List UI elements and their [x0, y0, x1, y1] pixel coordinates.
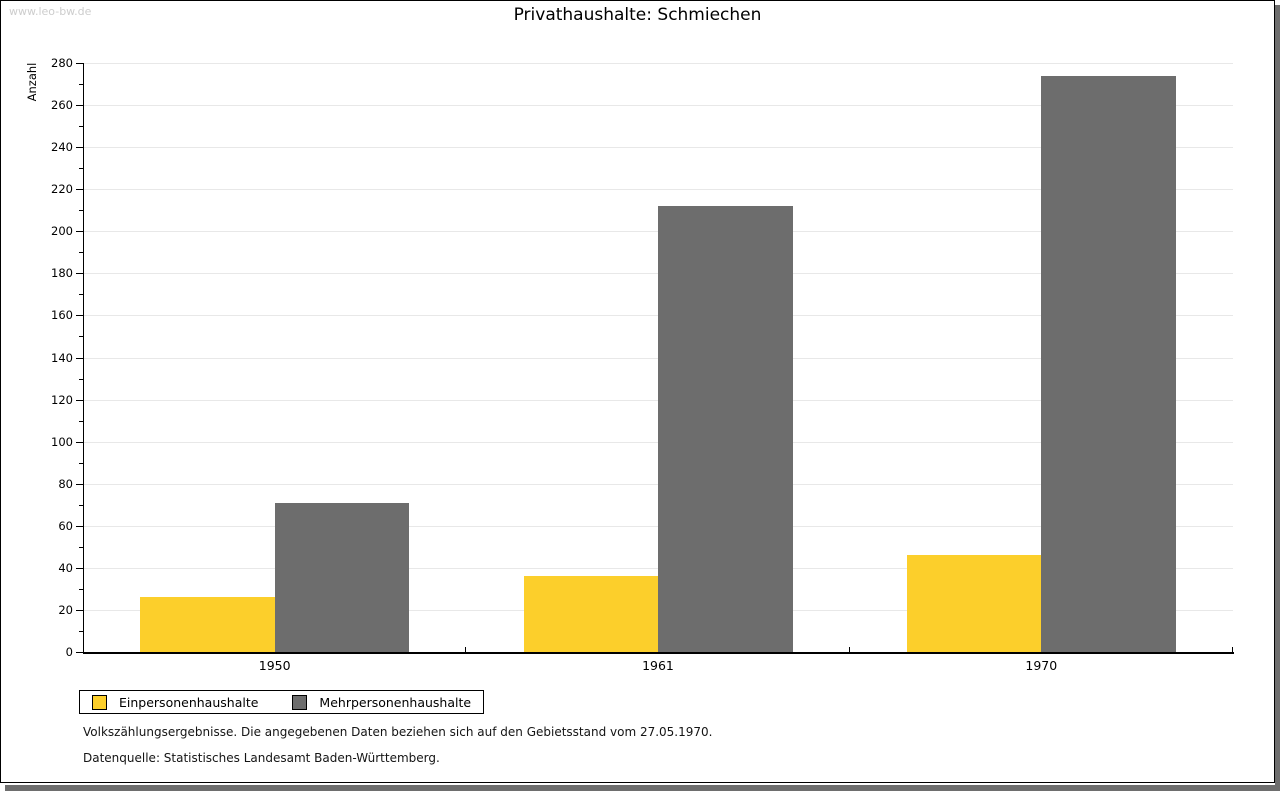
bar-einpersonenhaushalte-1970 — [906, 555, 1042, 652]
y-tick-label: 240 — [51, 140, 73, 155]
y-minor-tick — [79, 546, 83, 548]
y-minor-tick — [79, 126, 83, 128]
y-minor-tick — [79, 420, 83, 422]
gridline — [83, 147, 1233, 149]
x-tick-label: 1970 — [1025, 658, 1058, 673]
y-tick-label: 40 — [58, 560, 73, 575]
y-minor-tick — [79, 336, 83, 338]
y-minor-tick — [79, 462, 83, 464]
bar-mehrpersonenhaushalte-1950 — [274, 502, 410, 652]
y-tick-label: 0 — [65, 645, 73, 659]
legend-label: Mehrpersonenhaushalte — [319, 694, 472, 710]
gridline — [83, 63, 1233, 64]
y-major-tick — [76, 441, 83, 443]
y-minor-tick — [79, 168, 83, 170]
x-boundary-tick — [848, 647, 850, 652]
y-major-tick — [76, 63, 83, 64]
y-major-tick — [76, 399, 83, 401]
y-tick-label: 180 — [51, 266, 73, 281]
y-axis-line — [83, 63, 84, 652]
legend-swatch-icon — [92, 694, 107, 710]
y-minor-tick — [79, 588, 83, 590]
y-tick-label: 140 — [51, 350, 73, 365]
watermark: www.leo-bw.de — [9, 5, 92, 18]
y-major-tick — [76, 483, 83, 485]
y-tick-label: 280 — [51, 56, 73, 70]
x-axis-line — [83, 652, 1234, 654]
bar-mehrpersonenhaushalte-1970 — [1041, 75, 1176, 652]
x-tick-label: 1950 — [258, 658, 291, 673]
y-tick-label: 120 — [51, 392, 73, 407]
chart-title: Privathaushalte: Schmiechen — [513, 5, 762, 25]
y-major-tick — [76, 147, 83, 149]
y-major-tick — [76, 315, 83, 317]
y-minor-tick — [79, 504, 83, 506]
page-shadow-bottom — [5, 785, 1280, 791]
legend-label: Einpersonenhaushalte — [119, 694, 259, 710]
y-major-tick — [76, 652, 83, 653]
y-major-tick — [76, 609, 83, 611]
legend-entry: Einpersonenhaushalte — [92, 694, 259, 710]
y-minor-tick — [79, 84, 83, 86]
y-tick-label: 20 — [58, 602, 73, 617]
y-major-tick — [76, 105, 83, 107]
y-minor-tick — [79, 630, 83, 632]
y-tick-label: 220 — [51, 182, 73, 197]
y-major-tick — [76, 357, 83, 359]
gridline — [83, 189, 1233, 191]
legend-entry: Mehrpersonenhaushalte — [292, 694, 472, 710]
footnote-line-1: Volkszählungsergebnisse. Die angegebenen… — [83, 725, 713, 739]
y-minor-tick — [79, 210, 83, 212]
legend-swatch-icon — [292, 694, 308, 710]
y-major-tick — [76, 231, 83, 233]
bar-einpersonenhaushalte-1950 — [140, 597, 275, 652]
x-boundary-tick — [1232, 647, 1233, 652]
x-boundary-tick — [465, 647, 467, 652]
x-tick-label: 1961 — [642, 658, 674, 673]
footnote-line-2: Datenquelle: Statistisches Landesamt Bad… — [83, 751, 440, 765]
y-tick-label: 200 — [51, 224, 73, 239]
y-minor-tick — [79, 294, 83, 296]
y-tick-label: 60 — [58, 518, 73, 533]
y-major-tick — [76, 189, 83, 191]
y-tick-label: 260 — [51, 98, 73, 113]
legend: Einpersonenhaushalte Mehrpersonenhaushalt… — [79, 690, 485, 714]
y-minor-tick — [79, 378, 83, 380]
y-minor-tick — [79, 252, 83, 254]
y-major-tick — [76, 525, 83, 527]
y-major-tick — [76, 567, 83, 569]
gridline — [83, 105, 1233, 107]
y-tick-label: 80 — [58, 476, 73, 491]
y-major-tick — [76, 273, 83, 275]
y-tick-label: 160 — [51, 308, 73, 323]
bar-einpersonenhaushalte-1961 — [523, 576, 658, 652]
page-shadow-right — [1275, 5, 1280, 791]
bar-mehrpersonenhaushalte-1961 — [658, 206, 793, 652]
y-tick-label: 100 — [51, 434, 73, 449]
